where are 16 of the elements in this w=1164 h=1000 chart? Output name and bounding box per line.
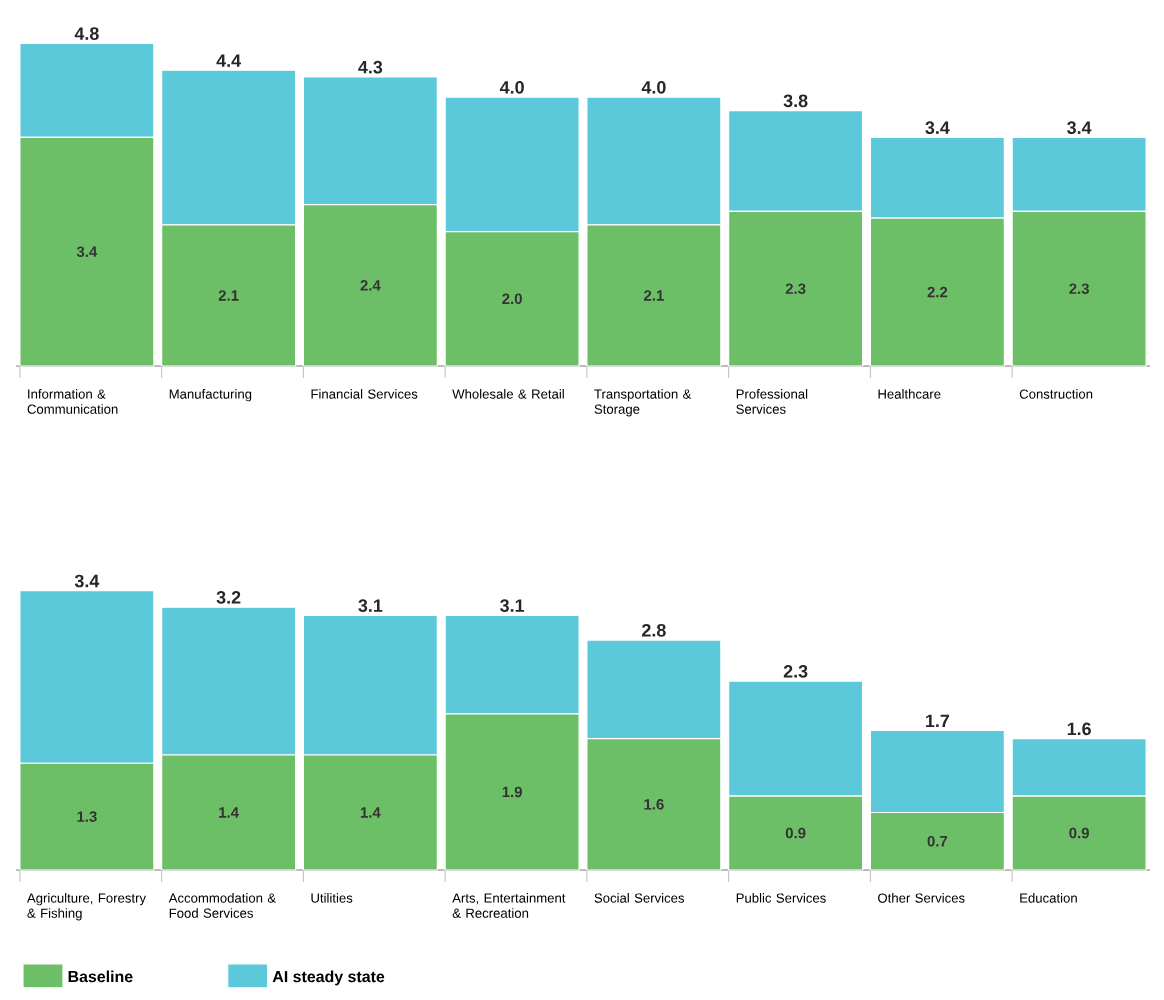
total-label: 3.2 <box>216 591 241 604</box>
total-label: 3.4 <box>1067 121 1092 135</box>
total-label: 2.3 <box>783 664 808 678</box>
total-label: 4.3 <box>358 60 383 74</box>
total-label: 3.1 <box>358 599 383 612</box>
total-label: 3.1 <box>500 599 525 612</box>
total-label: 3.4 <box>74 574 100 588</box>
total-label: 3.8 <box>783 94 808 108</box>
total-label: 4.4 <box>216 54 241 67</box>
total-label: 1.7 <box>926 714 950 727</box>
total-label: 4.0 <box>641 81 666 94</box>
total-label: 4.8 <box>74 27 99 40</box>
total-label: 3.4 <box>925 121 950 135</box>
total-label: 1.6 <box>1067 722 1091 736</box>
total-label: 4.0 <box>499 81 524 94</box>
total-label: 2.8 <box>642 623 666 637</box>
